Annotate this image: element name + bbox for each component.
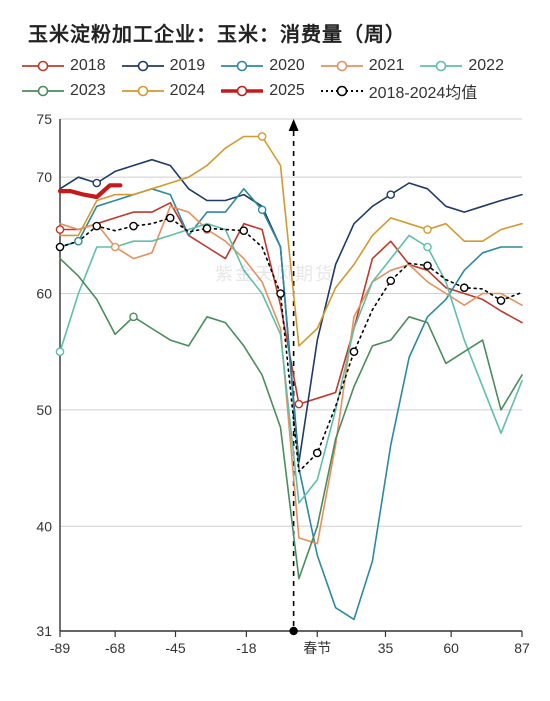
legend-label: 2019	[170, 57, 206, 75]
legend-label: 2020	[269, 57, 305, 75]
legend: 2018 2019 2020 2021 2022 2023 2024 2025 2018-202…	[22, 57, 532, 107]
legend-swatch	[420, 59, 462, 73]
chart-container: 玉米淀粉加工企业：玉米：消费量（周） 201820192020202120222…	[0, 0, 550, 701]
plot-area: 紫金天风期货 314050607075-89-68-45-18春节356087	[18, 113, 532, 665]
svg-text:-68: -68	[105, 640, 125, 656]
legend-label: 2022	[468, 57, 504, 75]
svg-text:50: 50	[36, 402, 52, 418]
svg-text:35: 35	[378, 640, 394, 656]
plot-svg: 31 40 50 60 70 75 -89 -68 -45 -18 春节 35 60 87	[18, 113, 532, 665]
svg-text:87: 87	[514, 640, 530, 656]
legend-label: 2023	[70, 82, 106, 100]
legend-item: 2022	[420, 57, 504, 75]
legend-swatch	[321, 84, 363, 98]
legend-item: 2019	[122, 57, 206, 75]
svg-text:40: 40	[36, 518, 52, 534]
legend-label: 2018	[70, 57, 106, 75]
legend-item: 2025	[221, 79, 305, 103]
legend-swatch	[321, 59, 363, 73]
svg-text:-45: -45	[165, 640, 185, 656]
legend-swatch	[22, 59, 64, 73]
svg-text:-89: -89	[50, 640, 70, 656]
legend-label: 2024	[170, 82, 206, 100]
legend-item: 2023	[22, 79, 106, 103]
legend-swatch	[122, 84, 164, 98]
legend-swatch	[122, 59, 164, 73]
legend-swatch	[221, 84, 263, 98]
legend-label: 2021	[369, 57, 405, 75]
svg-text:75: 75	[36, 113, 52, 127]
legend-item: 2018-2024均值	[321, 79, 478, 103]
chart-title: 玉米淀粉加工企业：玉米：消费量（周）	[28, 18, 532, 47]
legend-item: 2020	[221, 57, 305, 75]
svg-text:春节: 春节	[303, 640, 331, 656]
legend-item: 2024	[122, 79, 206, 103]
svg-text:60: 60	[443, 640, 459, 656]
legend-label: 2025	[269, 82, 305, 100]
legend-label: 2018-2024均值	[369, 79, 478, 103]
legend-item: 2018	[22, 57, 106, 75]
legend-swatch	[221, 59, 263, 73]
legend-item: 2021	[321, 57, 405, 75]
svg-text:60: 60	[36, 286, 52, 302]
svg-text:31: 31	[36, 623, 52, 639]
svg-text:70: 70	[36, 169, 52, 185]
svg-text:-18: -18	[236, 640, 256, 656]
legend-swatch	[22, 84, 64, 98]
